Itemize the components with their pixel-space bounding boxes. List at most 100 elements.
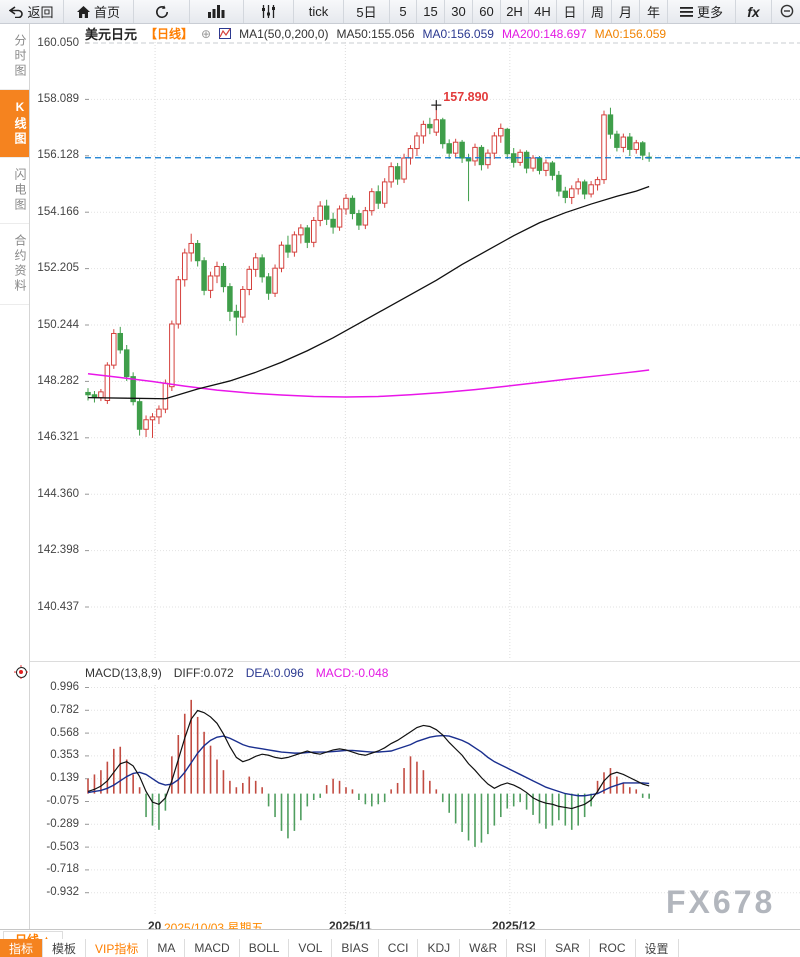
- price-axis-label: 152.205: [37, 262, 79, 275]
- price-axis-label: 146.321: [37, 431, 79, 444]
- interval-5d-button[interactable]: 5日: [344, 0, 390, 23]
- hot-spot-icon: [13, 664, 29, 680]
- macd-diff-value: DIFF:0.072: [173, 666, 234, 680]
- interval-tick-button[interactable]: tick: [294, 0, 344, 23]
- macd-macd-value: MACD:-0.048: [315, 666, 389, 680]
- indicator-tab-row: 指标 模板 VIP指标 MA MACD BOLL VOL BIAS CCI KD…: [0, 939, 679, 957]
- sidebar-item-candle-chart[interactable]: K线图: [0, 90, 29, 158]
- tab-rsi[interactable]: RSI: [507, 939, 547, 957]
- watermark: FX678: [666, 884, 776, 920]
- macd-axis-label: 0.996: [50, 681, 79, 693]
- macd-header: MACD(13,8,9) DIFF:0.072 DEA:0.096 MACD:-…: [85, 665, 388, 681]
- tick-label: tick: [308, 4, 329, 19]
- ma-settings: MA1(50,0,200,0): [239, 26, 329, 41]
- sliders-icon: [262, 5, 275, 18]
- fx-icon: fx: [747, 3, 760, 20]
- price-axis-label: 150.244: [37, 318, 79, 331]
- interval-week-button[interactable]: 周: [584, 0, 612, 23]
- tab-roc[interactable]: ROC: [590, 939, 636, 957]
- symbol-name: 美元日元: [85, 27, 138, 42]
- macd-axis-label: 0.782: [50, 703, 79, 716]
- sidebar-item-contract-info[interactable]: 合约资料: [0, 224, 29, 305]
- refresh-button[interactable]: [134, 0, 190, 23]
- interval-month-button[interactable]: 月: [612, 0, 640, 23]
- price-axis-label: 148.282: [37, 374, 79, 387]
- chart-type-sidebar: 分时图 K线图 闪电图 合约资料: [0, 24, 30, 929]
- back-button[interactable]: 返回: [0, 0, 64, 23]
- interval-day-button[interactable]: 日: [557, 0, 584, 23]
- sliders-button[interactable]: [244, 0, 294, 23]
- macd-axis-label: -0.718: [46, 863, 79, 876]
- pane-divider: [30, 661, 800, 662]
- tab-indicators[interactable]: 指标: [0, 939, 44, 957]
- top-toolbar: 返回 首页 tick 5日 5 15 30 60 2H 4H 日 周 月 年 更…: [0, 0, 800, 24]
- more-button[interactable]: 更多: [668, 0, 736, 23]
- tab-ma[interactable]: MA: [148, 939, 186, 957]
- macd-axis-label: 0.568: [50, 726, 79, 739]
- macd-axis-labels: 0.996 0.782 0.568 0.353 0.139 -0.075 -0.289 -0.…: [30, 681, 82, 915]
- ma50-value: MA50:155.056: [336, 26, 415, 41]
- sidebar-item-time-chart[interactable]: 分时图: [0, 24, 29, 90]
- zoom-out-icon: [780, 4, 794, 18]
- price-axis-label: 140.437: [37, 600, 79, 613]
- chart-main: 美元日元 【日线】 ⊕ MA1(50,0,200,0) MA50:155.056…: [30, 24, 800, 947]
- interval-30m-button[interactable]: 30: [445, 0, 473, 23]
- indicator-mini-icon: [219, 28, 232, 39]
- price-axis-label: 142.398: [37, 544, 79, 557]
- tab-wr[interactable]: W&R: [460, 939, 508, 957]
- tab-settings[interactable]: 设置: [636, 939, 679, 957]
- interval-4h-button[interactable]: 4H: [529, 0, 557, 23]
- macd-chart[interactable]: [85, 685, 800, 915]
- interval-60m-button[interactable]: 60: [473, 0, 501, 23]
- tab-macd[interactable]: MACD: [185, 939, 240, 957]
- macd-axis-label: 0.353: [50, 749, 79, 762]
- expand-icon[interactable]: ⊕: [201, 26, 212, 41]
- zoom-out-button[interactable]: [772, 0, 800, 23]
- refresh-icon: [155, 4, 168, 18]
- tab-cci[interactable]: CCI: [379, 939, 419, 957]
- macd-axis-label: -0.503: [46, 840, 79, 853]
- macd-axis-label: 0.139: [50, 772, 79, 785]
- tab-vol[interactable]: VOL: [289, 939, 333, 957]
- price-chart[interactable]: 157.890: [85, 30, 800, 660]
- back-label: 返回: [27, 5, 54, 20]
- tab-vip-indicators[interactable]: VIP指标: [86, 939, 149, 957]
- tab-bias[interactable]: BIAS: [332, 939, 379, 957]
- period-tag: 【日线】: [145, 27, 194, 41]
- home-button[interactable]: 首页: [64, 0, 134, 23]
- more-label: 更多: [696, 5, 723, 20]
- ma0-blue-value: MA0:156.059: [422, 26, 494, 41]
- chart-header: 美元日元 【日线】 ⊕ MA1(50,0,200,0) MA50:155.056…: [85, 25, 667, 43]
- ma200-value: MA200:148.697: [501, 26, 587, 41]
- tab-sar[interactable]: SAR: [546, 939, 590, 957]
- back-arrow-icon: [9, 5, 24, 18]
- high-price-annotation: 157.890: [443, 90, 488, 104]
- tab-kdj[interactable]: KDJ: [418, 939, 461, 957]
- macd-axis-label: -0.932: [46, 886, 79, 899]
- macd-title: MACD(13,8,9): [85, 666, 162, 680]
- macd-dea-value: DEA:0.096: [245, 666, 304, 680]
- macd-axis-label: -0.289: [46, 817, 79, 830]
- interval-2h-button[interactable]: 2H: [501, 0, 529, 23]
- bar-chart-icon: [208, 5, 225, 18]
- ma0-orange-value: MA0:156.059: [594, 26, 667, 41]
- menu-lines-icon: [679, 6, 693, 17]
- sidebar-item-lightning-chart[interactable]: 闪电图: [0, 158, 29, 224]
- interval-15m-button[interactable]: 15: [417, 0, 445, 23]
- bar-chart-button[interactable]: [190, 0, 244, 23]
- price-axis-label: 158.089: [37, 92, 79, 105]
- price-axis-label: 154.166: [37, 205, 79, 218]
- formula-button[interactable]: fx: [736, 0, 772, 23]
- interval-year-button[interactable]: 年: [640, 0, 668, 23]
- macd-axis-label: -0.075: [46, 795, 79, 807]
- interval-5m-button[interactable]: 5: [390, 0, 417, 23]
- price-axis-labels: 160.050 158.089 156.128 154.166 152.205 150.2…: [30, 30, 82, 660]
- tab-templates[interactable]: 模板: [43, 939, 87, 957]
- price-axis-label: 156.128: [37, 149, 79, 162]
- price-axis-label: 160.050: [37, 36, 79, 49]
- tab-boll[interactable]: BOLL: [240, 939, 290, 957]
- 5d-label: 5日: [356, 5, 377, 20]
- home-label: 首页: [93, 5, 120, 20]
- price-axis-label: 144.360: [37, 487, 79, 500]
